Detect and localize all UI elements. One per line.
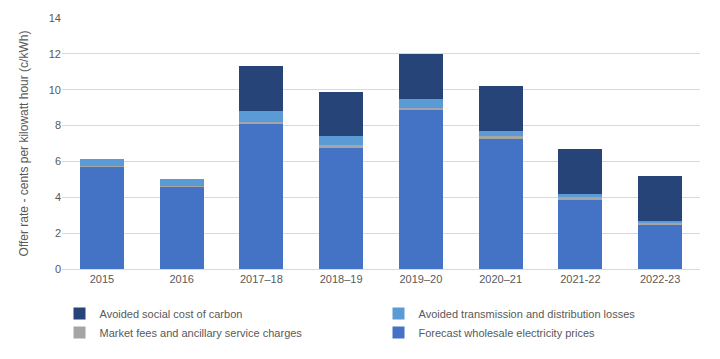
svg-text:Avoided social cost of carbon: Avoided social cost of carbon [100,308,243,320]
svg-text:8: 8 [55,119,61,131]
svg-text:2022-23: 2022-23 [640,273,680,285]
svg-text:2019–20: 2019–20 [399,273,442,285]
svg-text:2020–21: 2020–21 [479,273,522,285]
svg-text:2017–18: 2017–18 [240,273,283,285]
svg-text:2: 2 [55,227,61,239]
svg-text:Market fees and ancillary serv: Market fees and ancillary service charge… [100,327,303,339]
svg-text:12: 12 [49,48,61,60]
svg-text:14: 14 [49,12,61,24]
svg-text:Forecast wholesale electricity: Forecast wholesale electricity prices [419,327,596,339]
svg-text:0: 0 [55,263,61,275]
svg-text:2015: 2015 [90,273,114,285]
svg-text:10: 10 [49,84,61,96]
svg-text:6: 6 [55,155,61,167]
svg-text:Offer rate - cents per kilowat: Offer rate - cents per kilowatt hour (c/… [17,31,31,257]
svg-text:2018–19: 2018–19 [320,273,363,285]
svg-text:2021-22: 2021-22 [560,273,600,285]
svg-text:Avoided transmission and distr: Avoided transmission and distribution lo… [419,308,636,320]
svg-text:4: 4 [55,191,61,203]
svg-text:2016: 2016 [169,273,193,285]
